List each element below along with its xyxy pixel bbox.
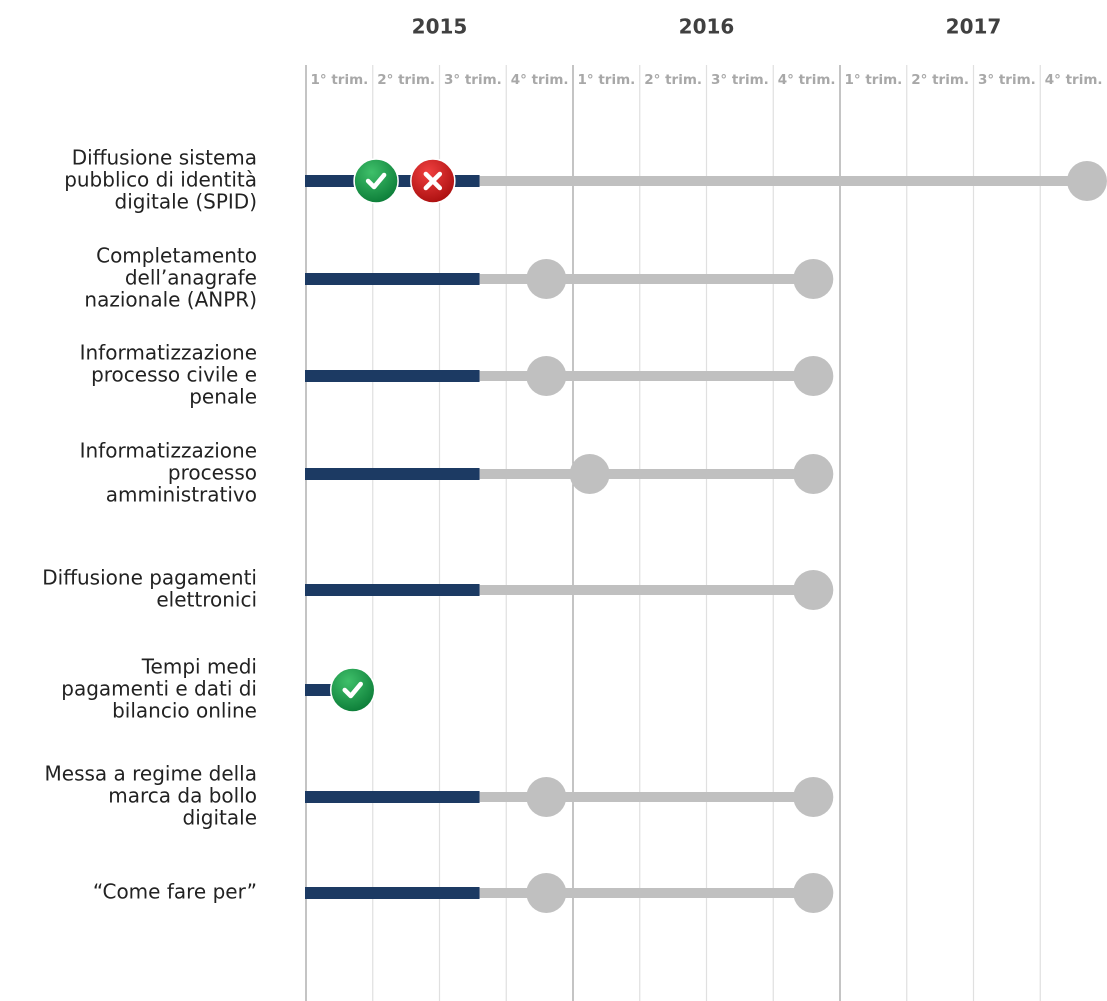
row-label: processo (168, 461, 257, 485)
year-label: 2016 (679, 15, 735, 39)
milestone (793, 777, 834, 817)
icon-circle (329, 667, 376, 713)
row-label: elettronici (156, 588, 257, 612)
row-label: Informatizzazione (80, 341, 257, 365)
milestone (1066, 161, 1107, 201)
row-label: Diffusione sistema (72, 146, 257, 170)
milestone (793, 570, 834, 610)
cross (423, 171, 443, 191)
milestone (526, 873, 567, 913)
row-label: Messa a regime della (45, 762, 257, 786)
milestone (526, 259, 567, 299)
row-label: digitale (SPID) (115, 190, 257, 214)
quarter-label: 1° trim. (310, 72, 368, 88)
quarter-label: 2° trim. (644, 72, 702, 88)
milestone (793, 259, 834, 299)
quarter-label: 3° trim. (444, 72, 502, 88)
row-label: Informatizzazione (80, 439, 257, 463)
done-icon (353, 158, 399, 204)
row-label: Tempi medi (141, 655, 257, 679)
year-label: 2015 (412, 15, 468, 39)
row-label: nazionale (ANPR) (84, 288, 257, 312)
milestone (526, 356, 567, 396)
milestone (526, 777, 567, 817)
quarter-label: 3° trim. (978, 72, 1036, 88)
missed-icon (410, 158, 456, 204)
quarter-label: 1° trim. (577, 72, 635, 88)
milestone (793, 454, 834, 494)
quarter-label: 1° trim. (844, 72, 902, 88)
quarter-label: 2° trim. (377, 72, 435, 88)
row-label: dell’anagrafe (125, 266, 257, 290)
quarter-label: 3° trim. (711, 72, 769, 88)
milestone (793, 873, 834, 913)
row-label: marca da bollo (108, 784, 257, 808)
row-label: processo civile e (91, 363, 257, 387)
row-label: Diffusione pagamenti (42, 566, 257, 590)
quarter-label: 4° trim. (511, 72, 569, 88)
milestone (793, 356, 834, 396)
quarter-label: 2° trim. (911, 72, 969, 88)
row-label: amministrativo (106, 483, 257, 507)
row-label: penale (189, 385, 257, 409)
row-label: “Come fare per” (93, 880, 257, 904)
row-label: Completamento (96, 244, 257, 268)
icon-circle (353, 158, 399, 204)
row-label: pubblico di identità (64, 168, 257, 192)
check (342, 681, 363, 699)
quarter-label: 4° trim. (1045, 72, 1103, 88)
row-label: bilancio online (112, 699, 257, 723)
row-label: digitale (183, 806, 257, 830)
check (365, 172, 387, 190)
year-label: 2017 (946, 15, 1002, 39)
row-label: pagamenti e dati di (61, 677, 257, 701)
milestone (569, 454, 610, 494)
done-icon (329, 667, 376, 713)
quarter-label: 4° trim. (778, 72, 836, 88)
